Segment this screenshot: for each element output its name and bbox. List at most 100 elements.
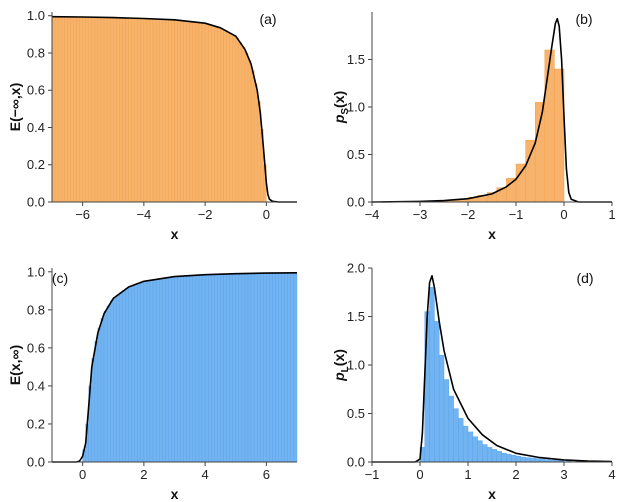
panel-a: −6 −4 −2 0 0.0 0.2 0.4 0.6 0.8 1.0 x E(−∞,x) (a) xyxy=(7,8,297,242)
histogram-bar xyxy=(438,355,445,463)
histogram-bar xyxy=(122,17,126,203)
histogram-bar xyxy=(244,273,249,463)
histogram-bar xyxy=(140,281,145,463)
histogram-bar xyxy=(158,278,163,463)
histogram-bar xyxy=(247,273,252,463)
y-tick-label: 1.0 xyxy=(347,100,365,115)
histogram-bar xyxy=(149,18,154,203)
histogram-bar xyxy=(462,425,469,463)
histogram-bar xyxy=(453,408,459,463)
x-tick-label: 0 xyxy=(79,467,86,482)
y-tick-label: 0.6 xyxy=(27,340,45,355)
histogram-bar xyxy=(241,46,246,203)
histogram-bar xyxy=(94,17,99,203)
histogram-bar xyxy=(143,280,148,463)
histogram-bar xyxy=(467,431,474,463)
bars xyxy=(438,49,565,203)
histogram-bar xyxy=(97,327,102,463)
panel-tag: (b) xyxy=(575,11,592,27)
histogram-bar xyxy=(506,453,512,463)
bars xyxy=(82,272,298,463)
histogram-bar xyxy=(186,275,191,463)
histogram-bar xyxy=(158,19,163,203)
histogram-bar xyxy=(119,17,123,203)
histogram-bar xyxy=(125,287,129,463)
histogram-bar xyxy=(100,17,105,203)
histogram-bar xyxy=(217,274,221,463)
y-axis-label: pS(x) xyxy=(331,91,351,124)
y-tick-label: 1.0 xyxy=(347,358,365,373)
x-tick-label: 0 xyxy=(416,467,423,482)
histogram-bar xyxy=(155,278,160,463)
histogram-bar xyxy=(448,395,454,463)
histogram-bar xyxy=(168,277,172,463)
histogram-bar xyxy=(189,275,194,463)
histogram-bar xyxy=(155,18,160,203)
histogram-bar xyxy=(226,273,230,463)
histogram-bar xyxy=(510,454,517,463)
histogram-bar xyxy=(195,274,200,463)
histogram-bar xyxy=(180,20,184,203)
histogram-bar xyxy=(534,102,546,203)
x-tick-label: −2 xyxy=(461,207,476,222)
histogram-bar xyxy=(60,16,65,203)
histogram-bar xyxy=(260,273,264,463)
histogram-bar xyxy=(198,22,203,203)
histogram-bar xyxy=(515,455,522,463)
histogram-bar xyxy=(183,20,187,203)
x-tick-label: −3 xyxy=(413,207,428,222)
x-axis-label: x xyxy=(171,226,179,242)
histogram-bar xyxy=(229,273,233,463)
histogram-bar xyxy=(109,17,114,203)
panel-tag: (a) xyxy=(259,11,276,27)
histogram-bar xyxy=(162,19,166,203)
histogram-bar xyxy=(103,310,108,463)
histogram-bar xyxy=(491,449,498,463)
y-tick-label: 0.6 xyxy=(27,83,45,98)
bars xyxy=(51,16,267,203)
histogram-bar xyxy=(223,30,227,203)
histogram-bar xyxy=(207,24,212,203)
histogram-bar xyxy=(223,273,227,463)
histogram-bar xyxy=(131,285,135,463)
histogram-bar xyxy=(146,18,151,203)
histogram-bar xyxy=(128,286,132,463)
x-tick-label: −2 xyxy=(198,207,213,222)
histogram-bar xyxy=(530,457,536,463)
histogram-bar xyxy=(152,279,157,463)
histogram-bar xyxy=(122,290,126,463)
histogram-bar xyxy=(54,16,59,203)
histogram-bar xyxy=(204,274,209,463)
histogram-bar xyxy=(91,358,96,463)
histogram-bar xyxy=(106,17,111,203)
panel-b: −4 −3 −2 −1 0 1 0.0 0.5 1.0 1.5 x pS(x) (b) xyxy=(331,11,616,242)
histogram-bar xyxy=(525,140,536,203)
histogram-bar xyxy=(168,19,172,203)
y-tick-label: 0.0 xyxy=(347,195,365,210)
panel-c: 0 2 4 6 0.0 0.2 0.4 0.6 0.8 1.0 x E(x,∞) (c) xyxy=(7,264,298,502)
histogram-bar xyxy=(266,272,270,463)
histogram-bar xyxy=(165,19,169,203)
y-tick-label: 0.4 xyxy=(27,378,45,393)
bars xyxy=(419,287,610,463)
histogram-bar xyxy=(76,16,80,203)
x-tick-label: 2 xyxy=(512,467,519,482)
histogram-bar xyxy=(64,16,68,203)
panel-tag: (c) xyxy=(52,270,68,286)
histogram-bar xyxy=(458,418,464,463)
x-tick-label: 1 xyxy=(464,467,471,482)
histogram-bar xyxy=(201,22,206,203)
x-tick-label: −6 xyxy=(75,207,90,222)
y-tick-label: 0.0 xyxy=(27,195,45,210)
histogram-bar xyxy=(278,272,282,463)
histogram-bar xyxy=(171,276,175,463)
histogram-bar xyxy=(287,272,292,463)
histogram-bar xyxy=(238,42,243,203)
density-curve xyxy=(52,272,298,463)
histogram-bar xyxy=(238,273,243,463)
x-axis-label: x xyxy=(171,486,179,502)
histogram-bar xyxy=(94,341,99,463)
x-tick-label: 4 xyxy=(608,467,615,482)
histogram-bar xyxy=(482,444,488,463)
